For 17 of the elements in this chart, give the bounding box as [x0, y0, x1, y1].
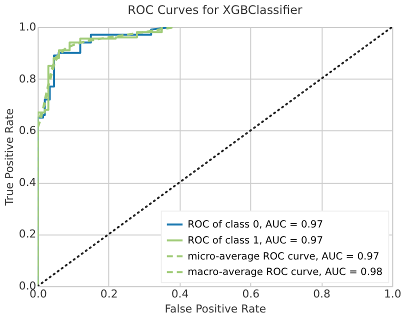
- chart-title: ROC Curves for XGBClassifier: [128, 3, 302, 18]
- legend-label: micro-average ROC curve, AUC = 0.97: [188, 251, 380, 262]
- x-tick-label: 0.8: [313, 287, 330, 300]
- y-tick-label: 0.2: [18, 228, 36, 241]
- x-tick-label: 0.2: [100, 287, 118, 300]
- legend-label: ROC of class 0, AUC = 0.97: [188, 220, 324, 230]
- y-tick-label: 0.4: [18, 176, 36, 189]
- x-tick-label: 1.0: [384, 287, 402, 300]
- y-tick-label: 0.6: [18, 124, 36, 138]
- x-tick-label: 0.4: [171, 287, 189, 300]
- legend-label: macro-average ROC curve, AUC = 0.98: [188, 267, 383, 278]
- y-tick-label: 0.8: [18, 72, 36, 86]
- y-axis-title: True Positive Rate: [2, 108, 16, 207]
- x-axis-title: False Positive Rate: [164, 302, 266, 316]
- legend-label: ROC of class 1, AUC = 0.97: [188, 235, 324, 246]
- y-tick-label: 1.0: [18, 20, 36, 34]
- x-tick-label: 0.6: [242, 287, 260, 300]
